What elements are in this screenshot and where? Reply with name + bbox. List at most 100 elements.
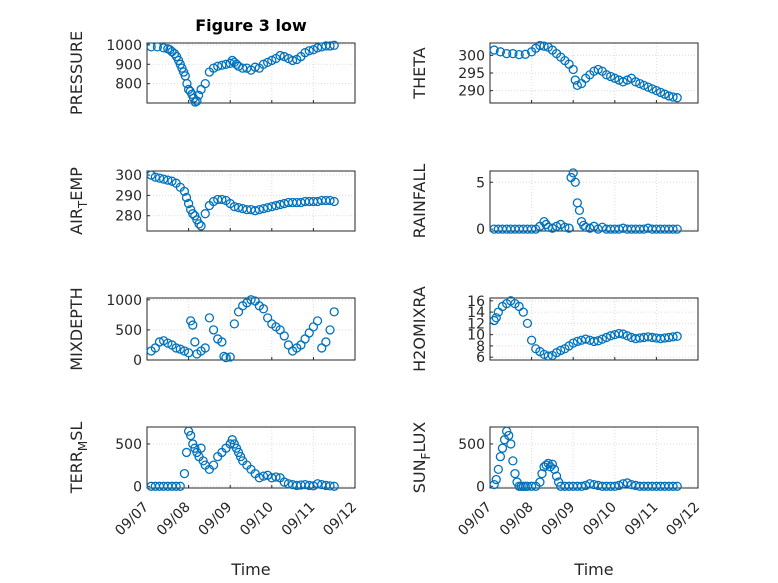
data-point — [597, 334, 607, 344]
data-point — [668, 481, 678, 491]
data-point — [188, 320, 198, 330]
data-point — [217, 60, 227, 70]
data-point — [325, 325, 335, 335]
data-point — [217, 194, 227, 205]
data-point — [568, 64, 578, 75]
x-tick-label: 09/09 — [196, 499, 236, 539]
data-point — [279, 331, 289, 341]
x-tick-label: 09/12 — [320, 499, 360, 539]
y-tick-label: 12 — [467, 316, 485, 332]
y-tick-label: 1000 — [106, 38, 142, 54]
x-tick-label: 09/08 — [497, 499, 537, 539]
data-point — [495, 452, 506, 462]
data-point — [489, 45, 499, 55]
y-tick-label: 6 — [476, 350, 485, 366]
subplot-pressure: 800 900 1000 PRESSURE — [67, 31, 356, 115]
data-point — [182, 78, 192, 89]
data-point — [267, 201, 277, 212]
y-tick-label: 500 — [115, 323, 142, 339]
data-point — [622, 478, 632, 488]
data-point — [229, 319, 240, 329]
data-point — [163, 338, 173, 348]
data-point — [188, 439, 198, 449]
data-point — [489, 315, 499, 326]
data-point — [254, 473, 264, 483]
data-point — [219, 351, 229, 362]
y-axis-label: PRESSURE — [67, 31, 86, 115]
x-tick-label: 09/09 — [539, 499, 579, 539]
data-point — [325, 195, 335, 206]
data-point — [175, 344, 185, 354]
data-point — [635, 78, 645, 89]
data-point — [547, 459, 558, 469]
data-point — [618, 329, 628, 339]
x-tick-label: 09/10 — [237, 499, 277, 539]
data-point — [213, 61, 223, 71]
x-tick-label: 09/08 — [154, 499, 194, 539]
data-point — [194, 219, 204, 229]
y-tick-label: 500 — [458, 437, 485, 453]
data-point — [535, 477, 545, 487]
data-point — [495, 47, 506, 57]
data-point — [572, 336, 583, 347]
y-tick-label: 5 — [476, 175, 485, 191]
axes-box — [146, 297, 356, 361]
y-tick-label: 500 — [115, 437, 142, 453]
subplot-sun_flux: 0 500 09/07 09/08 09/09 09/10 09/11 09/12 SUNFLU… — [410, 422, 703, 539]
data-point — [258, 304, 269, 314]
data-point — [576, 481, 587, 491]
data-point — [497, 443, 508, 453]
data-point — [537, 468, 547, 479]
data-point — [204, 313, 215, 323]
y-tick-label: 900 — [115, 57, 142, 73]
data-point — [329, 307, 339, 317]
data-point — [489, 479, 499, 490]
data-point — [568, 168, 578, 178]
data-point — [200, 209, 210, 219]
data-point — [200, 343, 210, 353]
data-point — [572, 80, 583, 91]
data-point — [233, 202, 244, 213]
data-point — [651, 85, 662, 96]
data-point — [154, 173, 165, 183]
data-point — [217, 337, 227, 347]
data-point — [672, 224, 682, 234]
y-tick-label: 295 — [458, 66, 485, 82]
data-point — [329, 481, 339, 491]
data-point — [181, 192, 192, 203]
y-tick-label: 300 — [115, 168, 142, 184]
data-point — [506, 439, 516, 449]
axes-box — [146, 170, 356, 232]
y-tick-label: 1000 — [106, 293, 142, 309]
data-point — [231, 443, 242, 453]
data-point — [639, 80, 649, 91]
data-point — [196, 443, 206, 453]
y-tick-label: 290 — [458, 84, 485, 100]
y-axis-label: THETA — [410, 47, 429, 99]
x-tick-label: 09/07 — [112, 499, 152, 539]
data-point — [325, 41, 335, 51]
data-point — [225, 58, 235, 68]
axes-box — [146, 426, 356, 489]
data-point — [171, 343, 181, 353]
data-point — [660, 89, 670, 99]
data-point — [622, 331, 632, 341]
data-point — [589, 336, 599, 347]
axes-box — [489, 426, 699, 489]
x-axis-label-left: Time — [230, 560, 270, 579]
data-point — [610, 73, 620, 83]
data-point — [158, 174, 169, 184]
x-tick-label: 09/11 — [622, 499, 662, 539]
y-axis-label: SUNFLUX — [410, 422, 433, 494]
y-tick-label: 0 — [133, 353, 142, 369]
data-point — [501, 426, 512, 436]
data-point — [183, 426, 194, 436]
data-point — [196, 221, 206, 231]
data-point — [526, 481, 537, 491]
data-point — [622, 75, 632, 85]
data-point — [158, 43, 169, 53]
subplot-mixdepth: 0 500 1000 MIXDEPTH — [67, 287, 356, 371]
y-axis-label: MIXDEPTH — [67, 287, 86, 370]
